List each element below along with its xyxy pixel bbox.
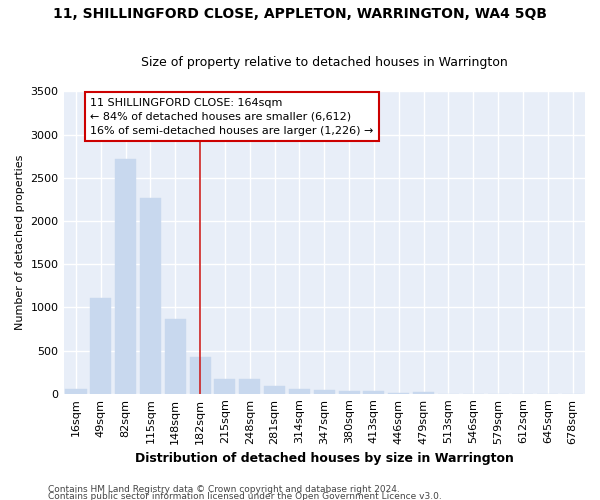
Bar: [364, 391, 385, 394]
Text: 11, SHILLINGFORD CLOSE, APPLETON, WARRINGTON, WA4 5QB: 11, SHILLINGFORD CLOSE, APPLETON, WARRIN…: [53, 8, 547, 22]
Y-axis label: Number of detached properties: Number of detached properties: [15, 155, 25, 330]
Bar: [90, 298, 112, 394]
Bar: [239, 380, 260, 394]
Bar: [115, 159, 136, 394]
Bar: [264, 386, 285, 394]
Bar: [65, 390, 86, 394]
Text: Contains HM Land Registry data © Crown copyright and database right 2024.: Contains HM Land Registry data © Crown c…: [48, 486, 400, 494]
Text: 11 SHILLINGFORD CLOSE: 164sqm
← 84% of detached houses are smaller (6,612)
16% o: 11 SHILLINGFORD CLOSE: 164sqm ← 84% of d…: [91, 98, 374, 136]
Text: Contains public sector information licensed under the Open Government Licence v3: Contains public sector information licen…: [48, 492, 442, 500]
Bar: [314, 390, 335, 394]
Title: Size of property relative to detached houses in Warrington: Size of property relative to detached ho…: [141, 56, 508, 70]
Bar: [140, 198, 161, 394]
Bar: [190, 358, 211, 394]
X-axis label: Distribution of detached houses by size in Warrington: Distribution of detached houses by size …: [135, 452, 514, 465]
Bar: [413, 392, 434, 394]
Bar: [289, 388, 310, 394]
Bar: [338, 390, 359, 394]
Bar: [214, 379, 235, 394]
Bar: [165, 318, 186, 394]
